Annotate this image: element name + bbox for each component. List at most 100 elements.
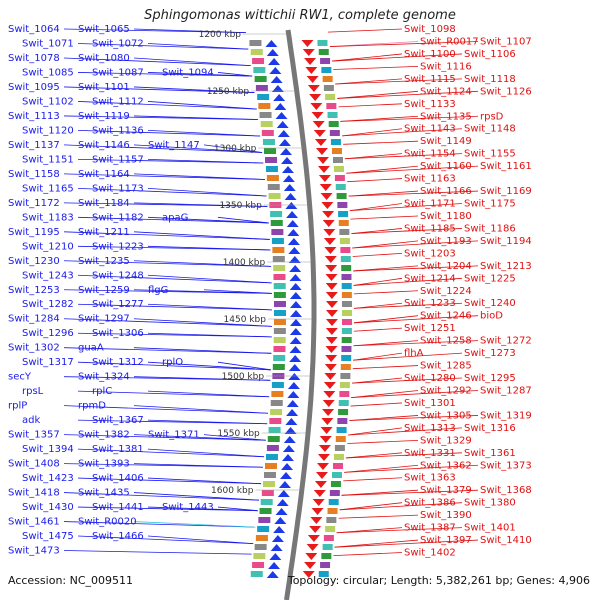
right-gene-arrow [309,94,322,101]
right-connector-line [353,277,463,286]
left-feature-block [273,355,286,361]
right-gene-arrow [305,67,318,74]
left-gene-label: Swit_1230 [8,256,60,267]
right-gene-arrow [321,202,334,209]
left-gene-label: Swit_1277 [92,299,144,310]
left-connector-line [77,361,271,371]
right-connector-line [346,165,419,174]
left-connector-line [77,477,262,485]
right-connector-line [350,215,419,220]
kbp-tick-label: 1400 kbp [223,258,266,268]
right-gene-label: Swit_1133 [404,99,456,110]
left-feature-block [266,175,279,181]
right-gene-label: flhA [404,348,424,359]
right-gene-label: Swit_1185 [404,223,456,234]
right-connector-line [351,390,419,399]
left-feature-block [259,508,272,514]
left-gene-label: Swit_1382 [78,430,130,441]
right-connector-line [348,427,463,436]
left-gene-arrow [277,130,290,137]
right-feature-block [337,202,348,208]
kbp-tick-label: 1200 kbp [199,30,242,40]
right-gene-arrow [316,463,329,470]
right-connector-line [341,489,479,496]
left-feature-block [263,148,276,154]
left-gene-label: Swit_1461 [8,517,60,528]
left-connector-lines [63,28,273,555]
left-gene-arrow [289,337,302,344]
right-gene-label: Swit_1319 [480,410,532,421]
right-gene-label: Swit_1135 [420,111,472,122]
right-gene-arrow [325,274,338,281]
right-connector-line [353,302,403,309]
left-feature-block [273,346,286,352]
right-gene-arrow [319,436,332,443]
right-gene-arrow [314,481,327,488]
right-feature-block [332,463,343,469]
right-connector-line [347,439,419,444]
left-feature-block [267,436,280,442]
left-gene-arrow [280,463,293,470]
right-gene-arrow [314,139,327,146]
right-feature-block [322,544,333,550]
right-connector-line [337,90,419,99]
left-connector-line [147,216,269,224]
right-feature-block [339,229,350,235]
left-gene-arrow [286,409,299,416]
left-feature-block [271,391,284,397]
left-connector-line [217,72,253,77]
right-gene-label: Swit_1386 [404,498,456,509]
right-gene-arrow [312,121,325,128]
left-feature-block [261,490,274,496]
right-feature-block [317,40,328,46]
left-connector-line [203,144,263,153]
right-feature-block [331,472,342,478]
left-gene-arrow [268,562,281,569]
right-connector-line [353,315,419,324]
left-feature-block [260,121,273,127]
right-gene-label: Swit_1272 [480,336,532,347]
left-gene-arrow [289,301,302,308]
left-gene-label: Swit_1119 [78,111,130,122]
left-connector-line [77,448,265,458]
topology-text: Topology: circular; Length: 5,382,261 bp… [287,574,590,587]
right-gene-label: Swit_1363 [404,473,456,484]
right-gene-arrow [324,247,337,254]
right-connector-line [348,190,479,197]
left-connector-line [63,434,266,441]
left-gene-label: Swit_1223 [92,241,144,252]
left-gene-arrow [288,256,301,263]
left-connector-line [147,274,272,284]
left-feature-block [270,409,283,415]
right-gene-arrow [324,256,337,263]
left-feature-block [265,166,278,172]
left-connector-line [133,115,259,120]
left-gene-arrow [276,499,289,506]
right-gene-arrow [323,382,336,389]
left-feature-block [265,454,278,460]
right-gene-label: Swit_1380 [464,498,516,509]
left-gene-label: Swit_1367 [92,415,144,426]
right-connector-line [351,228,463,234]
right-gene-arrow [325,283,338,290]
right-gene-label: Swit_1186 [464,223,516,234]
left-connector-line [133,347,272,354]
right-connector-line [333,552,403,557]
left-gene-arrow [285,418,298,425]
right-gene-arrow [311,508,324,515]
left-connector-line [133,463,263,468]
right-gene-label: Swit_1160 [420,161,472,172]
right-gene-label: Swit_1148 [464,124,516,135]
left-connector-line [63,57,251,66]
left-gene-label: Swit_1072 [92,38,144,49]
left-connector-line [133,28,246,34]
left-gene-arrow [289,283,302,290]
left-feature-block [252,58,265,64]
left-connector-line [133,376,271,381]
kbp-tick-label: 1450 kbp [224,315,267,325]
left-gene-label: Swit_1080 [78,53,130,64]
left-connector-line [147,535,254,545]
right-gene-arrow [307,85,320,92]
left-gene-arrow [270,544,283,551]
left-gene-arrow [287,391,300,398]
